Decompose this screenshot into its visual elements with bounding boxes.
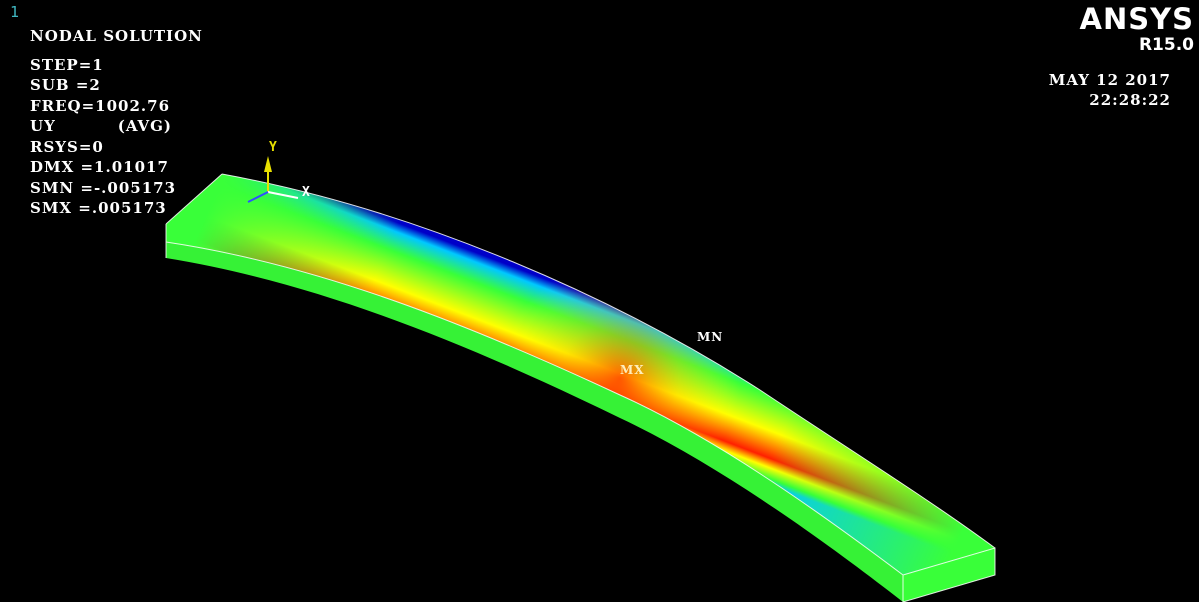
window-number: 1 xyxy=(10,3,20,21)
axis-triad xyxy=(247,156,299,203)
ansys-logo: ANSYS xyxy=(1079,2,1194,36)
time-label: 22:28:22 xyxy=(1089,91,1171,109)
min-marker: MN xyxy=(697,330,724,344)
ansys-brand: ANSYS R15.0 xyxy=(1080,2,1195,54)
solution-title: NODAL SOLUTION xyxy=(30,27,203,45)
item-label: UY xyxy=(30,117,56,135)
max-marker: MX xyxy=(620,363,645,377)
solution-legend: NODAL SOLUTION STEP=1 SUB =2 FREQ=1002.7… xyxy=(30,26,203,219)
beam-hotspot xyxy=(166,174,995,575)
date-label: MAY 12 2017 xyxy=(1048,71,1171,89)
beam-left-end xyxy=(166,174,222,242)
y-axis-label: Y xyxy=(269,140,277,155)
rsys-line: RSYS=0 xyxy=(30,137,104,156)
freq-line: FREQ=1002.76 xyxy=(30,96,171,115)
beam-edges xyxy=(165,173,996,602)
beam-right-end xyxy=(903,548,995,602)
smx-line: SMX =.005173 xyxy=(30,199,167,217)
timestamp: MAY 12 2017 22:28:22 xyxy=(1049,70,1171,110)
x-axis-label: X xyxy=(302,185,310,200)
dmx-line: DMX =1.01017 xyxy=(30,158,169,176)
item-line: UY (AVG) xyxy=(30,116,203,137)
ansys-version: R15.0 xyxy=(1138,35,1194,55)
avg-label: (AVG) xyxy=(117,117,172,135)
smn-line: SMN =-.005173 xyxy=(30,178,177,197)
step-line: STEP=1 xyxy=(30,55,104,74)
sub-line: SUB =2 xyxy=(30,76,101,94)
